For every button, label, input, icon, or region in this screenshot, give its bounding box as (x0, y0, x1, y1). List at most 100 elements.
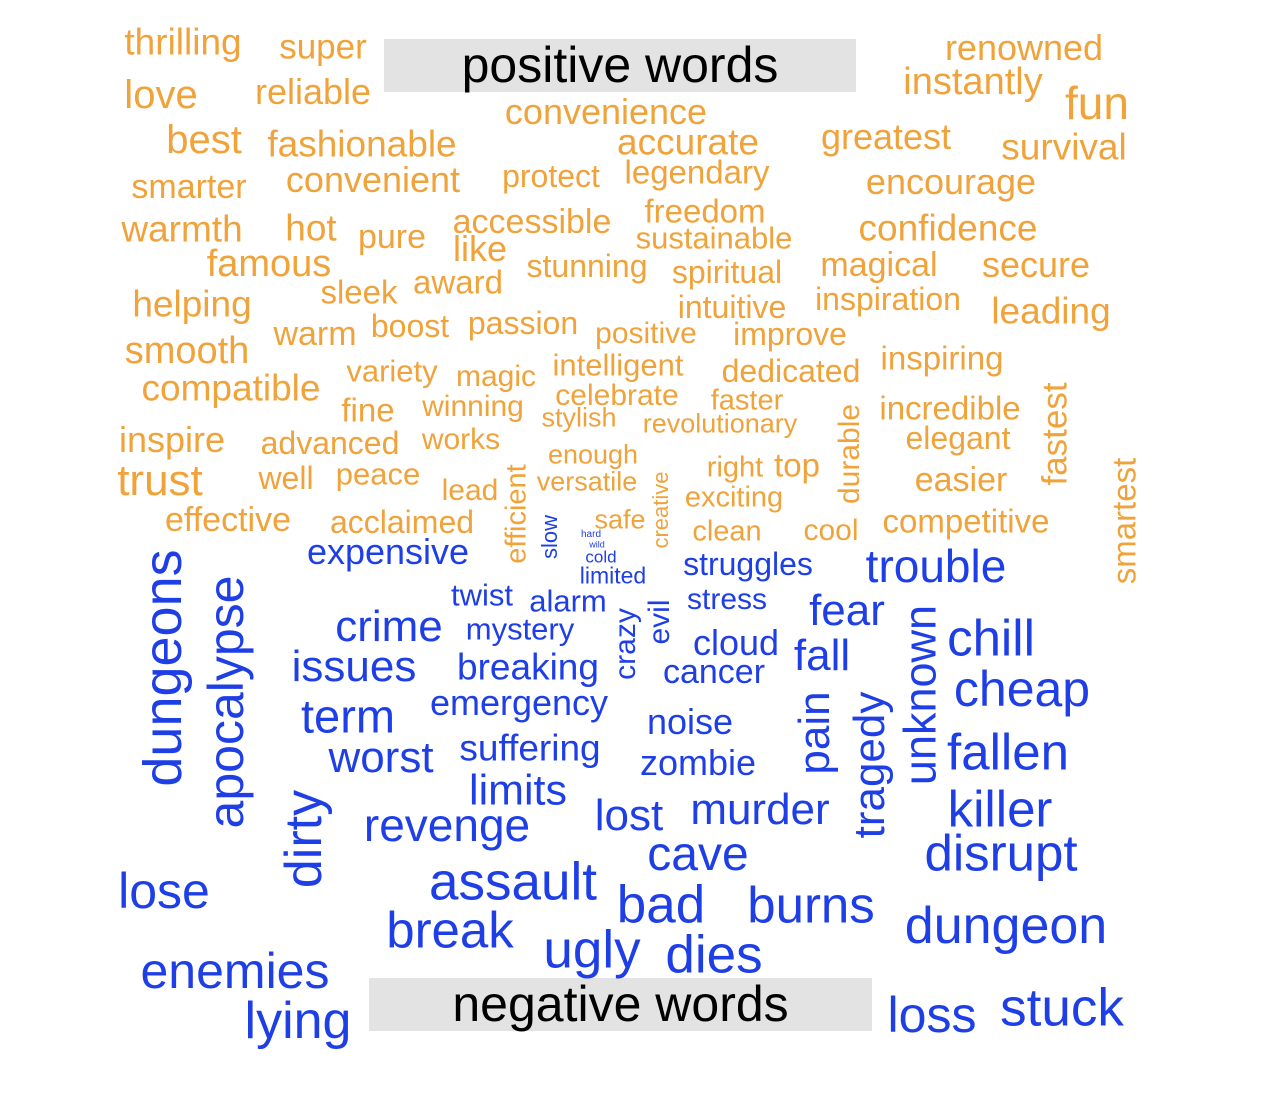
positive-word-well: well (258, 460, 314, 496)
positive-word-faster: faster (710, 384, 784, 417)
positive-word-durable: durable (833, 403, 866, 505)
negative-word-alarm: alarm (529, 583, 607, 619)
positive-word-effective: effective (164, 501, 292, 539)
positive-word-confidence: confidence (858, 207, 1038, 249)
negative-word-breaking: breaking (457, 646, 599, 688)
positive-word-trust: trust (117, 456, 203, 505)
positive-word-incredible: incredible (879, 389, 1021, 427)
positive-word-reliable: reliable (254, 71, 372, 112)
positive-words-label-text: positive words (461, 37, 779, 93)
negative-word-ugly: ugly (543, 920, 641, 980)
positive-word-smarter: smarter (131, 168, 247, 206)
negative-word-crazy: crazy (609, 608, 642, 680)
positive-word-exciting: exciting (684, 481, 784, 514)
positive-word-secure: secure (981, 244, 1091, 285)
positive-word-fun: fun (1065, 77, 1129, 129)
positive-word-legendary: legendary (624, 153, 770, 191)
negative-word-fall: fall (793, 631, 851, 680)
positive-word-smartest: smartest (1105, 457, 1143, 585)
positive-word-warmth: warmth (121, 208, 243, 250)
positive-word-intelligent: intelligent (552, 347, 684, 383)
positive-word-works: works (421, 423, 501, 456)
positive-word-creative: creative (648, 471, 673, 549)
positive-word-sustainable: sustainable (635, 220, 793, 256)
negative-word-burns: burns (747, 876, 875, 934)
negative-word-worst: worst (328, 733, 434, 782)
negative-word-assault: assault (429, 852, 597, 912)
positive-word-spiritual: spiritual (671, 254, 783, 290)
negative-word-limited: limited (579, 562, 647, 589)
positive-word-inspiration: inspiration (815, 281, 961, 317)
positive-word-leading: leading (991, 290, 1111, 332)
negative-words-label-text: negative words (452, 976, 789, 1032)
negative-word-pain: pain (790, 691, 839, 775)
positive-word-freedom: freedom (644, 192, 766, 230)
positive-word-survival: survival (1001, 126, 1127, 168)
negative-word-cave: cave (647, 828, 749, 881)
positive-word-hot: hot (285, 207, 337, 249)
positive-word-compatible: compatible (141, 367, 321, 409)
negative-word-hard: hard (580, 529, 602, 540)
positive-word-acclaimed: acclaimed (329, 504, 475, 540)
negative-word-fear: fear (809, 586, 885, 635)
negative-word-dirty: dirty (275, 789, 333, 889)
positive-word-clean: clean (692, 515, 762, 548)
positive-word-easier: easier (914, 461, 1008, 499)
negative-word-dungeon: dungeon (904, 897, 1108, 955)
negative-word-loss: loss (887, 987, 977, 1043)
negative-word-lying: lying (244, 992, 352, 1050)
negative-word-crime: crime (335, 602, 443, 651)
positive-word-dedicated: dedicated (721, 353, 861, 389)
negative-word-limits: limits (469, 766, 567, 815)
positive-word-thrilling: thrilling (124, 21, 242, 63)
negative-word-suffering: suffering (459, 727, 601, 769)
positive-word-award: award (413, 263, 503, 301)
positive-word-winning: winning (422, 390, 524, 423)
positive-word-helping: helping (132, 283, 252, 325)
positive-word-fine: fine (341, 391, 395, 429)
positive-word-stylish: stylish (541, 402, 617, 433)
positive-word-pure: pure (357, 218, 427, 256)
negative-word-cancer: cancer (662, 653, 766, 691)
positive-word-accurate: accurate (617, 121, 759, 163)
positive-word-stunning: stunning (526, 248, 648, 284)
positive-word-celebrate: celebrate (555, 379, 679, 412)
positive-word-instantly: instantly (903, 61, 1043, 103)
positive-word-convenient: convenient (285, 159, 461, 200)
positive-word-peace: peace (335, 456, 421, 492)
negative-word-evil: evil (643, 599, 676, 645)
positive-word-top: top (774, 446, 820, 484)
positive-word-revolutionary: revolutionary (642, 408, 798, 439)
negative-word-dungeons: dungeons (133, 549, 193, 787)
negative-word-stress: stress (686, 583, 768, 616)
negative-word-tragedy: tragedy (845, 691, 894, 839)
negative-word-enemies: enemies (140, 943, 330, 999)
negative-word-twist: twist (451, 577, 513, 613)
positive-word-convenience: convenience (504, 91, 708, 132)
negative-word-cold: cold (585, 547, 617, 567)
positive-word-lead: lead (441, 474, 499, 507)
positive-word-renowned: renowned (944, 27, 1104, 68)
negative-word-revenge: revenge (363, 799, 531, 851)
negative-word-lost: lost (594, 791, 664, 840)
positive-word-inspire: inspire (118, 419, 226, 460)
negative-word-wild: wild (589, 539, 605, 550)
positive-word-advanced: advanced (260, 425, 400, 461)
negative-word-stuck: stuck (1000, 978, 1124, 1038)
positive-word-warm: warm (273, 315, 357, 353)
negative-word-bad: bad (616, 875, 706, 935)
positive-word-best: best (166, 118, 242, 162)
positive-word-elegant: elegant (905, 420, 1011, 456)
positive-word-efficient: efficient (500, 464, 533, 564)
negative-word-issues: issues (291, 642, 417, 691)
negative-word-disrupt: disrupt (924, 824, 1078, 882)
positive-word-fastest: fastest (1035, 382, 1075, 486)
positive-word-famous: famous (206, 243, 332, 285)
positive-word-safe: safe (594, 504, 646, 535)
positive-words-label: positive words (384, 39, 856, 92)
positive-word-love: love (124, 73, 198, 117)
negative-word-killer: killer (947, 780, 1053, 838)
positive-word-like: like (452, 228, 508, 269)
positive-word-cool: cool (803, 514, 859, 547)
